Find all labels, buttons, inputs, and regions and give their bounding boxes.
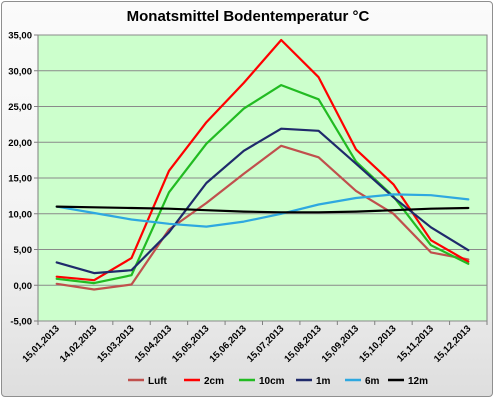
y-tick-label: 10,00 [8, 209, 32, 220]
legend-label: 1m [316, 376, 331, 387]
y-tick-label: 20,00 [8, 138, 32, 149]
y-tick-label: -5,00 [10, 317, 32, 328]
x-tick-label: 15,03,2013 [95, 323, 136, 364]
legend-label: 6m [365, 376, 380, 387]
legend-label: 12m [408, 376, 428, 387]
y-tick-label: 5,00 [14, 245, 33, 256]
series-line-12m [55, 205, 470, 214]
x-tick-label: 15,10,2013 [357, 323, 398, 364]
x-tick-label: 15,06,2013 [208, 323, 249, 364]
series-line-1m [55, 127, 470, 275]
x-tick-label: 15,05,2013 [170, 323, 211, 364]
y-tick-label: 35,00 [8, 31, 32, 42]
x-tick-label: 15,04,2013 [133, 323, 174, 364]
x-tick-label: 15,12,2013 [432, 323, 473, 364]
x-tick-label: 15,07,2013 [245, 323, 286, 364]
legend-label: Luft [148, 376, 168, 387]
series-line-6m [55, 193, 470, 228]
x-tick-label: 14,02,2013 [58, 323, 99, 364]
y-tick-label: 0,00 [14, 281, 33, 292]
series-line-10cm [55, 83, 470, 285]
x-tick-label: 15,09,2013 [320, 323, 361, 364]
y-tick-label: 25,00 [8, 102, 32, 113]
series-line-luft [55, 144, 470, 291]
x-tick-label: 15,01,2013 [20, 323, 61, 364]
legend-label: 10cm [259, 376, 285, 387]
y-tick-label: 15,00 [8, 174, 32, 185]
chart-title: Monatsmittel Bodentemperatur °C [127, 8, 370, 25]
legend-label: 2cm [204, 376, 224, 387]
y-tick-label: 30,00 [8, 66, 32, 77]
x-tick-label: 15,11,2013 [395, 323, 436, 364]
x-tick-label: 15,08,2013 [282, 323, 323, 364]
